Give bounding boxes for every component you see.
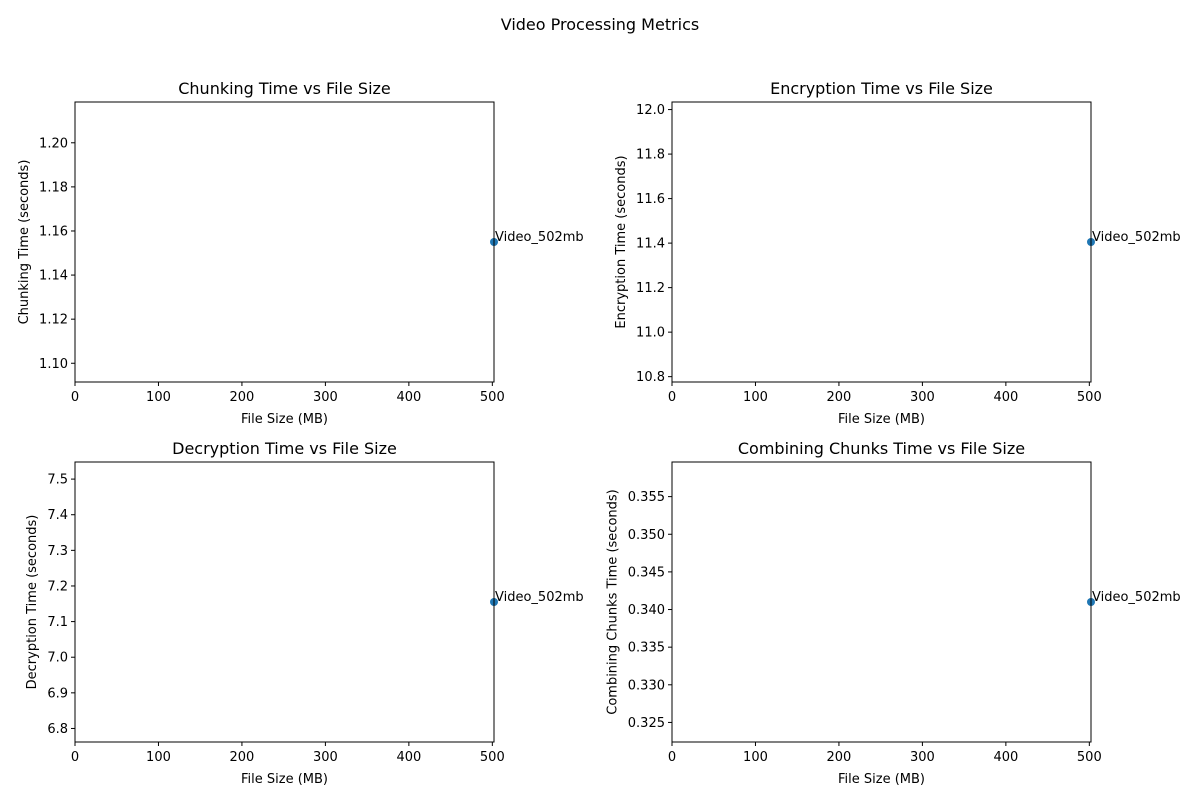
y-tick-label: 11.2 [636, 281, 665, 296]
y-tick-label: 0.355 [628, 490, 665, 505]
axes-frame [671, 101, 1092, 383]
x-tick-label: 500 [480, 750, 505, 765]
x-tick-label: 300 [910, 750, 935, 765]
x-tick-label: 300 [910, 390, 935, 405]
y-tick-label: 6.8 [47, 722, 68, 737]
x-axis-label: File Size (MB) [838, 772, 925, 787]
y-tick-label: 0.330 [628, 678, 665, 693]
x-tick-label: 100 [743, 750, 768, 765]
x-axis-label: File Size (MB) [241, 412, 328, 427]
figure-suptitle: Video Processing Metrics [501, 15, 700, 34]
x-tick-label: 300 [313, 750, 338, 765]
y-tick-label: 0.325 [628, 716, 665, 731]
y-tick-label: 1.18 [39, 180, 68, 195]
subplot-encryption: Encryption Time vs File Size 0 100 200 300 40… [614, 79, 1181, 427]
data-label: Video_502mb [495, 590, 584, 605]
x-tick-label: 100 [146, 390, 171, 405]
axes-frame [74, 461, 495, 743]
y-tick-label: 11.8 [636, 148, 665, 163]
x-tick-label: 200 [230, 750, 255, 765]
subplot-title: Chunking Time vs File Size [178, 79, 391, 98]
y-tick-label: 7.0 [47, 651, 68, 666]
x-tick-label: 400 [396, 750, 421, 765]
y-tick-label: 7.3 [47, 544, 68, 559]
x-tick-label: 500 [1077, 390, 1102, 405]
data-label: Video_502mb [1092, 590, 1181, 605]
x-axis-label: File Size (MB) [241, 772, 328, 787]
subplot-title: Combining Chunks Time vs File Size [738, 439, 1025, 458]
y-axis-label: Combining Chunks Time (seconds) [606, 489, 621, 715]
x-tick-label: 0 [668, 750, 676, 765]
y-tick-label: 0.340 [628, 603, 665, 618]
data-label: Video_502mb [1092, 230, 1181, 245]
y-axis-label: Chunking Time (seconds) [17, 160, 32, 325]
x-tick-label: 200 [230, 390, 255, 405]
x-tick-label: 500 [1077, 750, 1102, 765]
subplot-combining: Combining Chunks Time vs File Size 0 100 20… [606, 439, 1181, 787]
subplot-decryption: Decryption Time vs File Size 0 100 200 300 40… [25, 439, 584, 787]
subplot-title: Encryption Time vs File Size [770, 79, 993, 98]
x-tick-label: 400 [396, 390, 421, 405]
subplot-chunking: Chunking Time vs File Size 0 100 200 300 400 5… [17, 79, 584, 427]
x-tick-label: 300 [313, 390, 338, 405]
y-tick-label: 11.4 [636, 237, 665, 252]
y-tick-label: 1.20 [39, 136, 68, 151]
y-tick-label: 1.14 [39, 269, 68, 284]
x-tick-label: 200 [827, 750, 852, 765]
x-tick-label: 400 [993, 390, 1018, 405]
subplot-title: Decryption Time vs File Size [172, 439, 397, 458]
x-tick-label: 100 [743, 390, 768, 405]
x-tick-label: 0 [71, 390, 79, 405]
x-tick-label: 100 [146, 750, 171, 765]
x-tick-label: 500 [480, 390, 505, 405]
x-axis-label: File Size (MB) [838, 412, 925, 427]
y-tick-label: 0.350 [628, 528, 665, 543]
y-tick-label: 1.12 [39, 313, 68, 328]
y-tick-label: 12.0 [636, 103, 665, 118]
y-tick-label: 11.0 [636, 326, 665, 341]
y-tick-label: 0.345 [628, 565, 665, 580]
y-tick-label: 11.6 [636, 192, 665, 207]
y-tick-label: 7.5 [47, 473, 68, 488]
y-tick-label: 1.10 [39, 357, 68, 372]
x-tick-label: 0 [668, 390, 676, 405]
y-tick-label: 10.8 [636, 370, 665, 385]
y-axis-label: Encryption Time (seconds) [614, 155, 629, 328]
y-tick-label: 0.335 [628, 641, 665, 656]
y-tick-label: 7.4 [47, 508, 68, 523]
y-axis-label: Decryption Time (seconds) [25, 515, 40, 690]
axes-frame [74, 101, 495, 383]
y-tick-label: 1.16 [39, 224, 68, 239]
data-label: Video_502mb [495, 230, 584, 245]
x-tick-label: 0 [71, 750, 79, 765]
y-tick-label: 6.9 [47, 686, 68, 701]
y-tick-label: 7.2 [47, 579, 68, 594]
axes-frame [671, 461, 1092, 743]
y-tick-label: 7.1 [47, 615, 68, 630]
x-tick-label: 400 [993, 750, 1018, 765]
x-tick-label: 200 [827, 390, 852, 405]
